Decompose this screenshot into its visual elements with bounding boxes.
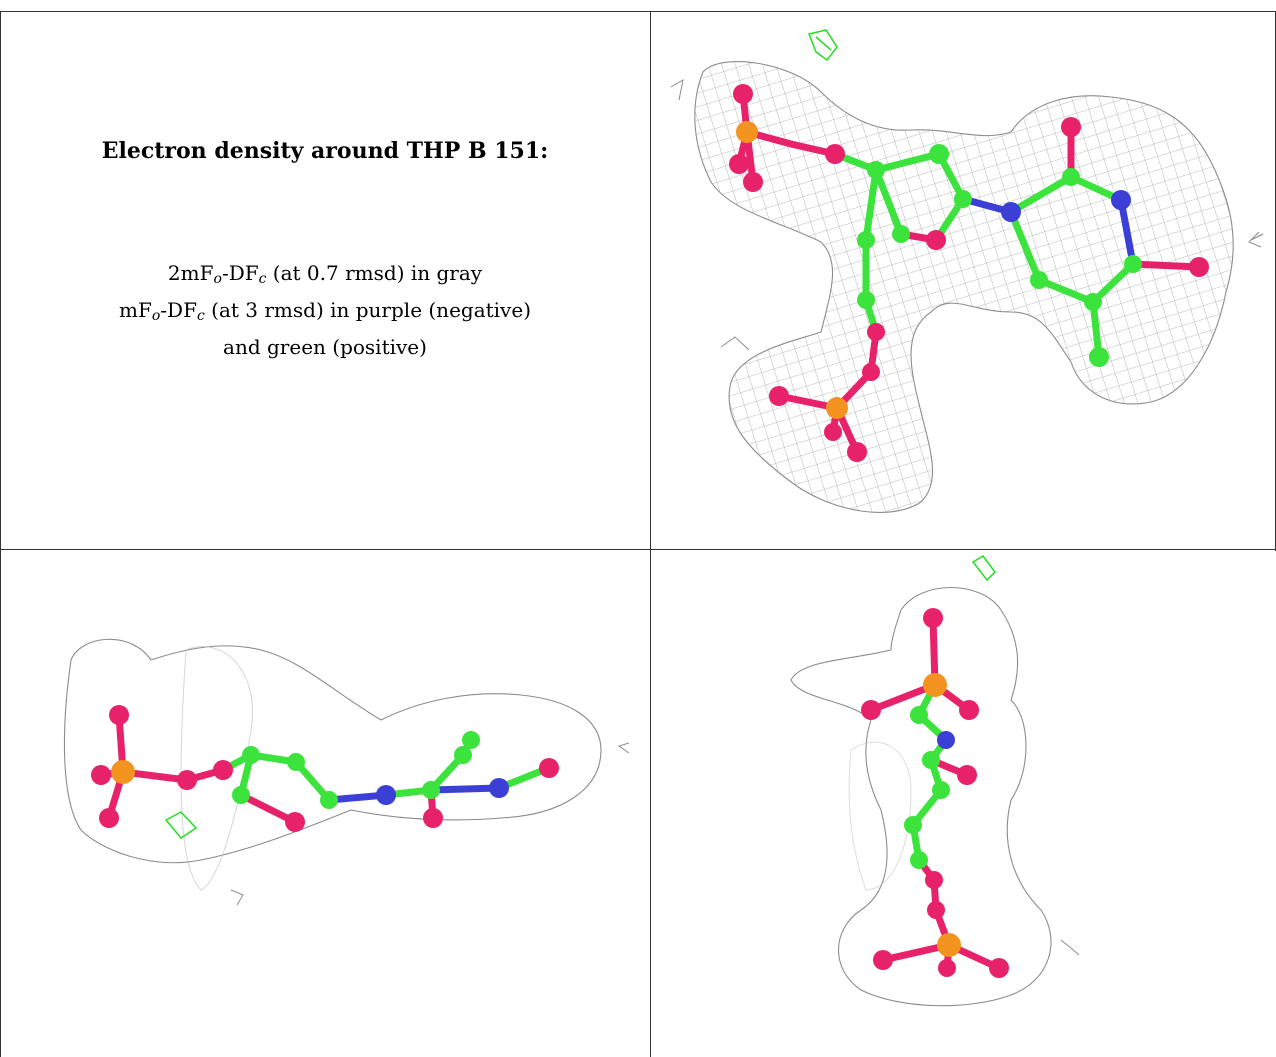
caption-title: Electron density around THP B 151:: [101, 138, 549, 164]
difference-density-positive: [670, 29, 1264, 351]
atoms: [729, 84, 1209, 462]
border-top: [0, 11, 1276, 12]
border-middle: [0, 549, 1276, 550]
atoms: [861, 608, 1009, 978]
molecule-render-side: [63, 638, 630, 906]
density-mesh: [63, 638, 602, 891]
difference-density-positive: [971, 555, 1080, 956]
caption-legend: 2mFo-DFc (at 0.7 rmsd) in gray mFo-DFc (…: [0, 258, 650, 363]
atoms: [91, 705, 559, 832]
legend-line-positive: and green (positive): [223, 335, 427, 359]
density-mesh: [790, 586, 1052, 1007]
density-view-top: [651, 12, 1275, 549]
density-mesh: [694, 61, 1234, 513]
density-view-side: [1, 550, 650, 1057]
difference-density-positive: [164, 742, 630, 906]
border-left: [0, 11, 1, 1057]
legend-line-fo-fc: mFo-DFc (at 3 rmsd) in purple (negative): [119, 298, 531, 324]
density-view-end: [651, 550, 1275, 1057]
border-center: [650, 11, 651, 1057]
molecule-render-top: [670, 29, 1264, 513]
legend-line-2fo-fc: 2mFo-DFc (at 0.7 rmsd) in gray: [167, 261, 483, 287]
caption-cell: Electron density around THP B 151: 2mFo-…: [0, 12, 650, 549]
molecule-render-end: [790, 555, 1080, 1007]
